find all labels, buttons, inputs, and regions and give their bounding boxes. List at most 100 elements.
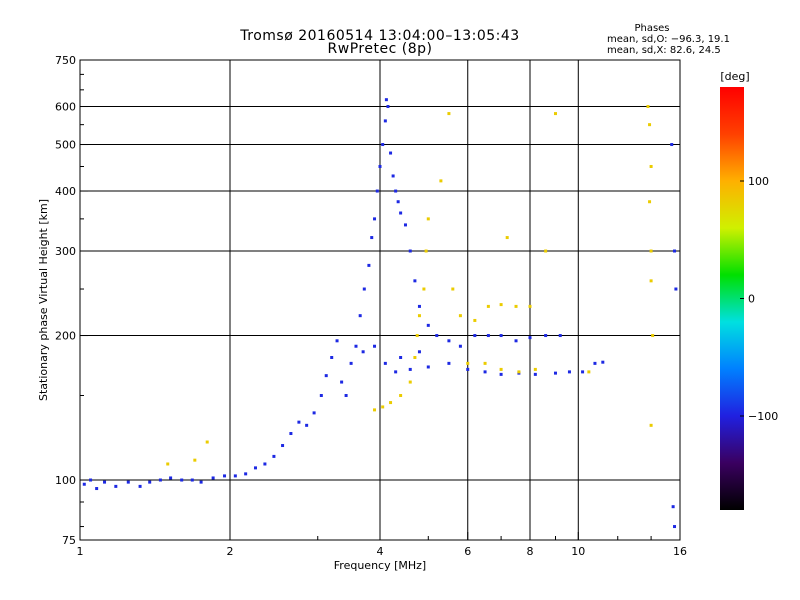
data-point-x <box>193 458 197 462</box>
data-point-o <box>466 367 470 371</box>
colorbar-tick-label: −100 <box>748 410 778 423</box>
data-point-o <box>581 370 585 374</box>
data-point-o <box>381 143 385 147</box>
data-point-o <box>426 323 430 327</box>
data-point-o <box>373 217 377 221</box>
data-point-o <box>674 287 678 291</box>
data-point-x <box>533 367 537 371</box>
data-point-o <box>671 505 675 509</box>
data-point-x <box>422 287 426 291</box>
data-points <box>82 98 678 529</box>
data-point-o <box>533 372 537 376</box>
data-point-x <box>399 394 403 398</box>
data-point-o <box>211 476 215 480</box>
x-axis-ticks: 1 2 4 6 8 10 16 <box>77 532 687 558</box>
y-tick-label: 100 <box>55 474 76 487</box>
data-point-o <box>138 484 142 488</box>
data-point-x <box>649 423 653 427</box>
data-point-o <box>413 279 417 283</box>
data-point-x <box>439 179 443 183</box>
data-point-o <box>396 200 400 204</box>
data-point-o <box>514 339 518 343</box>
data-point-x <box>587 370 591 374</box>
data-point-o <box>319 394 323 398</box>
data-point-o <box>426 365 430 369</box>
data-point-x <box>646 105 650 109</box>
data-point-o <box>389 151 393 155</box>
data-point-o <box>244 472 248 476</box>
data-point-o <box>447 339 451 343</box>
data-point-o <box>447 361 451 365</box>
data-point-o <box>114 484 118 488</box>
data-point-x <box>473 318 477 322</box>
data-point-o <box>408 249 412 253</box>
data-point-o <box>486 334 490 338</box>
data-point-o <box>386 105 390 109</box>
x-tick-label: 8 <box>527 545 534 558</box>
data-point-o <box>553 371 557 375</box>
y-axis-ticks: 75 100 200 300 400 500 600 750 <box>55 54 88 547</box>
data-point-o <box>673 249 677 253</box>
data-point-o <box>126 480 130 484</box>
x-tick-label: 2 <box>227 545 234 558</box>
data-point-o <box>373 344 377 348</box>
data-point-o <box>199 480 203 484</box>
data-point-o <box>399 355 403 359</box>
data-point-x <box>651 334 655 338</box>
data-point-x <box>517 370 521 374</box>
colorbar-ticks: 100 0 −100 <box>740 175 778 423</box>
y-tick-label: 400 <box>55 185 76 198</box>
data-point-o <box>361 350 365 354</box>
data-point-o <box>82 482 86 486</box>
y-tick-label: 200 <box>55 330 76 343</box>
phases-heading: Phases <box>634 23 669 34</box>
data-point-o <box>158 478 162 482</box>
data-point-o <box>263 462 267 466</box>
data-point-o <box>330 355 334 359</box>
chart-title: Tromsø 20160514 13:04:00–13:05:43 <box>239 28 519 44</box>
y-tick-label: 750 <box>55 54 76 67</box>
data-point-o <box>180 478 184 482</box>
data-point-o <box>358 314 362 318</box>
data-point-o <box>403 223 407 227</box>
data-point-o <box>528 336 532 340</box>
data-point-x <box>389 401 393 405</box>
data-point-o <box>340 380 344 384</box>
x-tick-label: 4 <box>377 545 384 558</box>
data-point-o <box>408 367 412 371</box>
data-point-o <box>190 478 194 482</box>
data-point-o <box>384 98 388 102</box>
data-point-o <box>233 474 237 478</box>
data-point-o <box>305 423 309 427</box>
data-point-x <box>649 279 653 283</box>
data-point-o <box>367 263 371 267</box>
data-point-o <box>383 119 387 123</box>
data-point-x <box>417 314 421 318</box>
data-point-o <box>435 334 439 338</box>
data-point-o <box>391 174 395 178</box>
data-point-o <box>289 432 293 436</box>
data-point-o <box>272 454 276 458</box>
data-point-o <box>394 370 398 374</box>
data-point-o <box>458 344 462 348</box>
data-point-o <box>362 287 366 291</box>
data-point-o <box>394 189 398 193</box>
data-point-o <box>670 143 674 147</box>
data-point-x <box>499 367 503 371</box>
x-axis-label: Frequency [MHz] <box>334 559 426 572</box>
data-point-o <box>673 525 677 529</box>
data-point-o <box>567 370 571 374</box>
colorbar-label: [deg] <box>720 70 749 83</box>
data-point-o <box>223 474 227 478</box>
data-point-o <box>499 372 503 376</box>
data-point-o <box>544 334 548 338</box>
data-point-x <box>458 314 462 318</box>
data-point-o <box>601 360 605 364</box>
data-point-x <box>505 236 509 240</box>
data-point-o <box>378 164 382 168</box>
data-point-x <box>649 249 653 253</box>
data-point-x <box>649 164 653 168</box>
x-tick-label: 10 <box>571 545 585 558</box>
data-point-o <box>383 361 387 365</box>
